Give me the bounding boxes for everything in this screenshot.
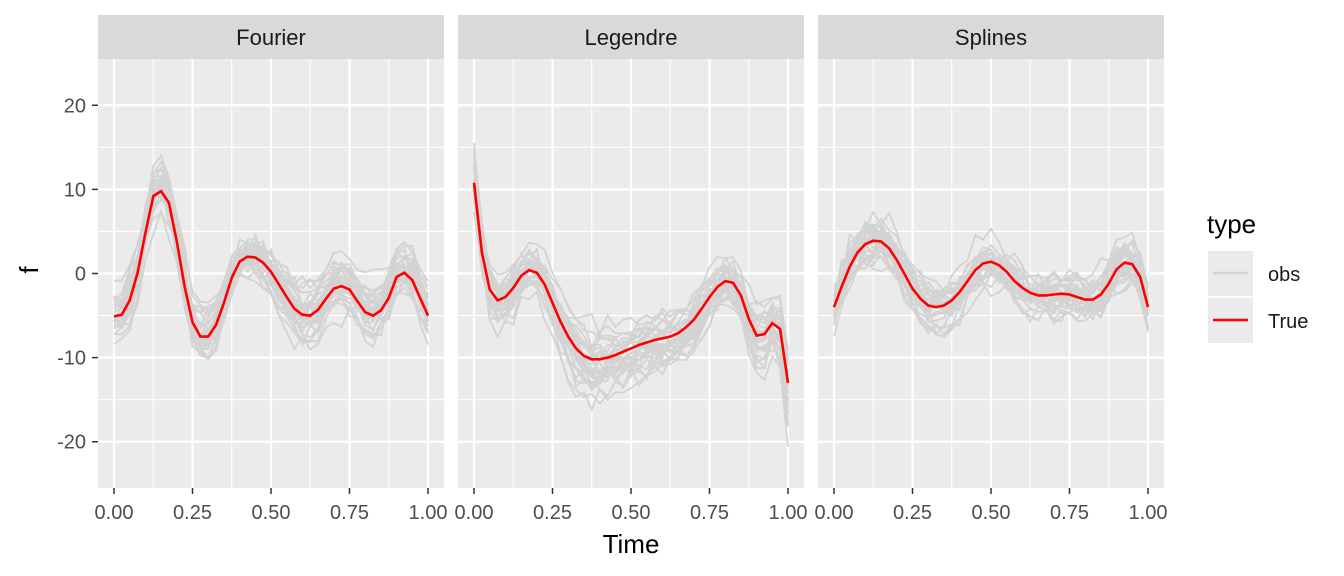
x-tick-label: 0.25 — [173, 502, 212, 524]
x-tick-label: 1.00 — [1129, 502, 1168, 524]
y-tick-label: -20 — [57, 432, 86, 454]
panel-legendre: Legendre 0.00 0.25 0.50 0.75 1.00 — [455, 15, 808, 524]
x-tick-label: 0.75 — [330, 502, 369, 524]
legend: type obs True — [1207, 209, 1308, 343]
y-axis: 20 10 0 -10 -20 — [57, 95, 98, 454]
obs-line — [473, 163, 789, 366]
x-axis-title: Time — [603, 529, 660, 559]
x-tick-label: 1.00 — [769, 502, 808, 524]
x-tick-label: 0.50 — [612, 502, 651, 524]
x-tick-label: 0.50 — [252, 502, 291, 524]
x-tick-label: 0.75 — [690, 502, 729, 524]
panel-fourier: Fourier 0.00 0.25 0.50 0.75 1.00 — [95, 15, 448, 524]
obs-line — [473, 158, 789, 447]
obs-line — [833, 223, 1149, 303]
strip-fourier — [98, 15, 444, 59]
x-tick-label: 0.00 — [95, 502, 134, 524]
obs-line — [473, 167, 789, 386]
x-tick-label: 0.25 — [533, 502, 572, 524]
strip-splines — [818, 15, 1164, 59]
legend-title: type — [1207, 209, 1256, 239]
obs-line — [113, 183, 429, 344]
y-tick-label: 20 — [64, 95, 86, 117]
obs-line — [473, 183, 789, 377]
x-tick-label: 0.00 — [815, 502, 854, 524]
legend-label-obs: obs — [1268, 264, 1300, 286]
strip-legendre — [458, 15, 804, 59]
true-line — [113, 189, 430, 338]
strip-title: Legendre — [585, 25, 678, 50]
y-tick-label: 10 — [64, 179, 86, 201]
y-axis-title: f — [14, 266, 44, 274]
x-tick-label: 0.00 — [455, 502, 494, 524]
obs-line — [473, 193, 789, 387]
y-tick-label: -10 — [57, 348, 86, 370]
x-tick-label: 1.00 — [409, 502, 448, 524]
x-tick-label: 0.25 — [893, 502, 932, 524]
obs-line — [833, 210, 1149, 317]
x-tick-label: 0.75 — [1050, 502, 1089, 524]
y-tick-label: 0 — [75, 264, 86, 286]
obs-line — [833, 252, 1149, 313]
obs-line — [113, 190, 429, 361]
true-line — [472, 182, 790, 384]
obs-line — [113, 177, 429, 346]
obs-line — [473, 177, 789, 428]
strip-title: Fourier — [236, 25, 306, 50]
legend-label-true: True — [1268, 311, 1308, 333]
true-line — [832, 239, 1150, 309]
strip-title: Splines — [955, 25, 1027, 50]
x-tick-label: 0.50 — [972, 502, 1011, 524]
panel-splines: Splines 0.00 0.25 0.50 0.75 1.00 — [815, 15, 1168, 524]
panels-layer: Fourier 0.00 0.25 0.50 0.75 1.00 Legendre 0.00 0… — [95, 15, 1168, 524]
